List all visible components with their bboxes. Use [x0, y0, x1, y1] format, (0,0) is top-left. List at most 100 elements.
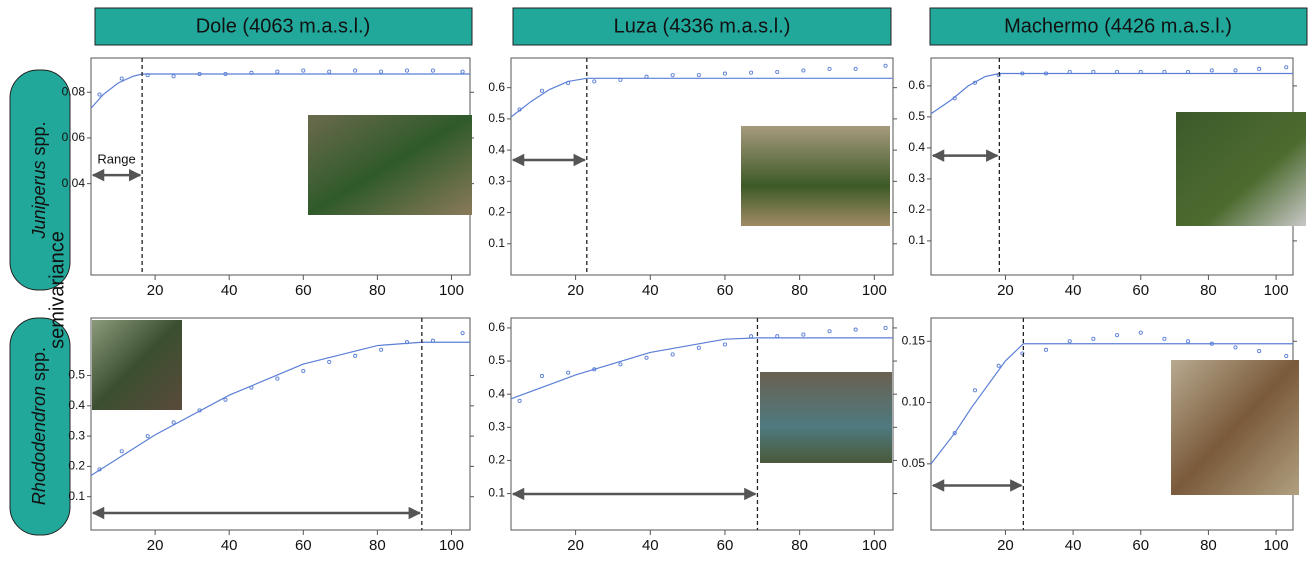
point [618, 362, 623, 367]
point [1186, 339, 1191, 344]
y-axis-title: semivariance [46, 231, 68, 349]
row-label: Juniperus spp. [29, 121, 49, 239]
point [566, 370, 571, 375]
point [775, 70, 780, 75]
point [539, 373, 545, 379]
x-tick-label: 80 [369, 282, 386, 299]
column-header: Luza (4336 m.a.s.l.) [614, 15, 791, 37]
y-tick-label: 0.6 [488, 320, 505, 334]
point [749, 70, 754, 75]
point [1091, 336, 1096, 341]
point [1043, 71, 1049, 76]
point [460, 331, 465, 336]
y-tick-label: 0.06 [62, 130, 86, 144]
y-tick-label: 0.1 [488, 486, 505, 500]
y-tick-label: 0.5 [68, 368, 85, 382]
x-tick-label: 60 [1132, 282, 1149, 299]
point [430, 338, 436, 343]
x-tick-label: 80 [791, 282, 808, 299]
point [1209, 341, 1214, 346]
header-box [929, 7, 1308, 46]
point [119, 449, 124, 454]
y-tick-label: 0.3 [908, 171, 925, 185]
point [749, 334, 754, 339]
point [1115, 333, 1120, 338]
point [853, 66, 858, 71]
y-tick-label: 0.4 [908, 140, 925, 154]
point [722, 71, 728, 76]
x-tick-label: 40 [1065, 537, 1082, 554]
x-tick-label: 40 [221, 537, 238, 554]
fit-line [510, 77, 893, 118]
point [275, 69, 280, 74]
point [883, 325, 888, 330]
point [1186, 69, 1191, 74]
y-tick-label: 0.08 [62, 84, 86, 98]
point [197, 408, 202, 413]
point [1162, 336, 1167, 341]
row-label: Rhododendron spp. [29, 347, 49, 505]
point [1284, 65, 1289, 70]
point [327, 69, 332, 74]
point [460, 69, 465, 74]
y-tick-label: 0.05 [902, 456, 926, 470]
y-tick-label: 0.1 [68, 489, 85, 503]
header-box [512, 7, 892, 46]
range-label: Range [97, 152, 135, 167]
point [952, 96, 957, 101]
point [644, 355, 649, 360]
x-tick-label: 40 [642, 537, 659, 554]
point [327, 359, 332, 364]
x-tick-label: 20 [147, 537, 164, 554]
point [566, 80, 571, 86]
point [1115, 69, 1120, 74]
point [670, 352, 675, 357]
photo [308, 115, 472, 215]
point [517, 398, 522, 403]
x-tick-label: 100 [1264, 537, 1289, 554]
point [404, 68, 410, 73]
y-tick-label: 0.5 [488, 353, 505, 367]
row-label-box [9, 69, 71, 291]
point [1091, 69, 1096, 74]
point [801, 332, 806, 337]
photo [92, 320, 182, 410]
point [1233, 68, 1238, 73]
x-tick-label: 80 [1200, 282, 1217, 299]
y-tick-label: 0.6 [908, 78, 925, 92]
y-tick-label: 0.2 [908, 202, 925, 216]
point [1257, 66, 1262, 71]
point [1162, 69, 1167, 74]
point [145, 434, 150, 439]
row-label-genus: Rhododendron [29, 386, 49, 505]
x-tick-label: 60 [1132, 537, 1149, 554]
point [379, 347, 384, 352]
point [827, 66, 832, 71]
point [1067, 69, 1072, 74]
point [145, 73, 150, 78]
x-tick-label: 20 [567, 282, 584, 299]
point [696, 73, 701, 78]
fit-line [510, 337, 893, 400]
y-tick-label: 0.3 [488, 419, 505, 433]
photo [760, 372, 892, 463]
point [301, 68, 306, 73]
point [853, 327, 858, 332]
y-tick-label: 0.1 [908, 233, 925, 247]
point [644, 74, 649, 79]
photo [1176, 112, 1306, 226]
y-tick-label: 0.5 [488, 111, 505, 125]
x-tick-label: 40 [1065, 282, 1082, 299]
point [775, 334, 780, 339]
point [197, 71, 202, 77]
point [353, 68, 358, 73]
point [1257, 349, 1262, 354]
point [952, 431, 957, 436]
point [353, 353, 358, 358]
plot-frame [510, 57, 894, 276]
point [1138, 330, 1143, 335]
fit-line [930, 343, 1293, 465]
y-tick-label: 0.4 [488, 142, 505, 156]
y-tick-label: 0.04 [62, 176, 86, 190]
